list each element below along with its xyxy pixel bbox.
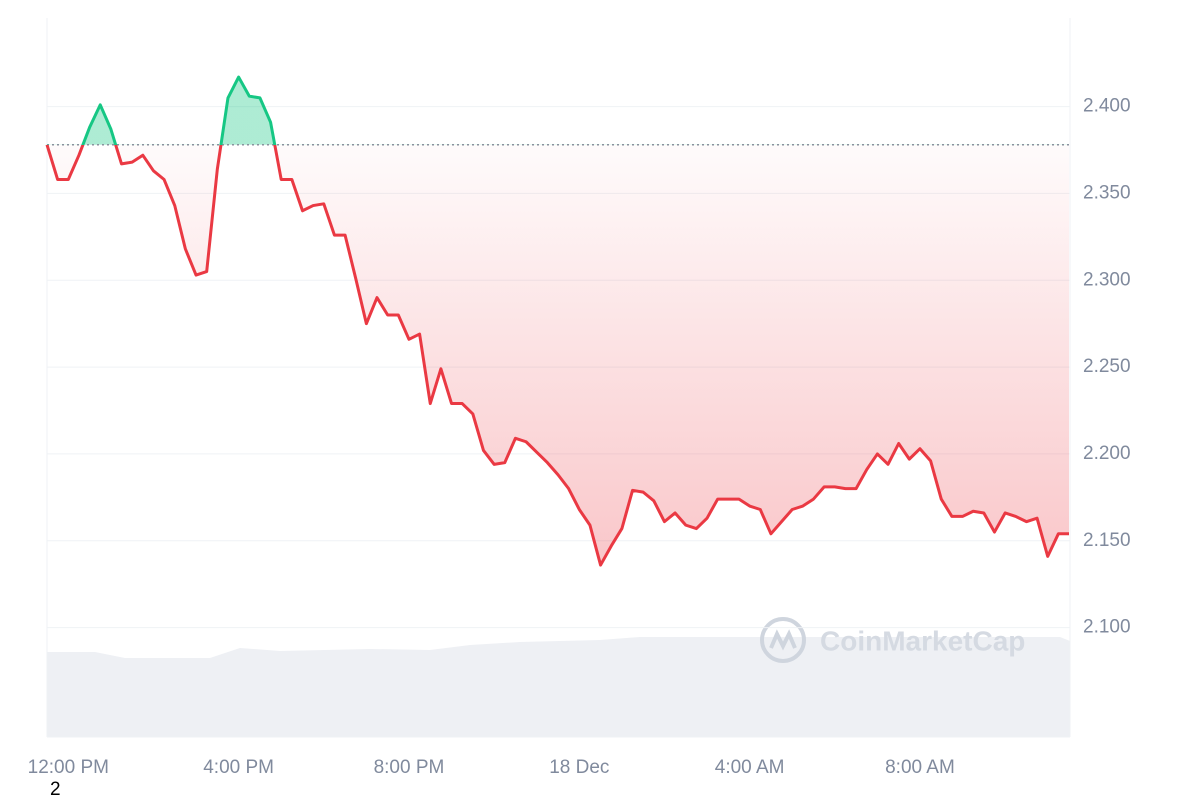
x-tick-label: 18 Dec [549, 757, 609, 778]
y-tick-label: 2.250 [1083, 356, 1131, 377]
x-tick-label: 4:00 AM [715, 757, 785, 778]
y-tick-label: 2.350 [1083, 182, 1131, 203]
x-tick-label: 12:00 PM [28, 757, 109, 778]
watermark-logo [760, 617, 806, 663]
x-tick-label: 4:00 PM [203, 757, 274, 778]
y-tick-label: 2.200 [1083, 443, 1131, 464]
price-line [45, 75, 1069, 567]
y-tick-label: 2.400 [1083, 96, 1131, 117]
volume-area [47, 637, 1070, 737]
x-tick-label: 8:00 PM [374, 757, 445, 778]
area [47, 77, 1069, 566]
x-tick-label: 8:00 AM [885, 757, 955, 778]
footnote: 2 [50, 779, 61, 800]
watermark: CoinMarketCap [820, 625, 1025, 656]
y-tick-label: 2.150 [1083, 530, 1131, 551]
y-tick-label: 2.300 [1083, 269, 1131, 290]
y-tick-label: 2.100 [1083, 617, 1131, 638]
